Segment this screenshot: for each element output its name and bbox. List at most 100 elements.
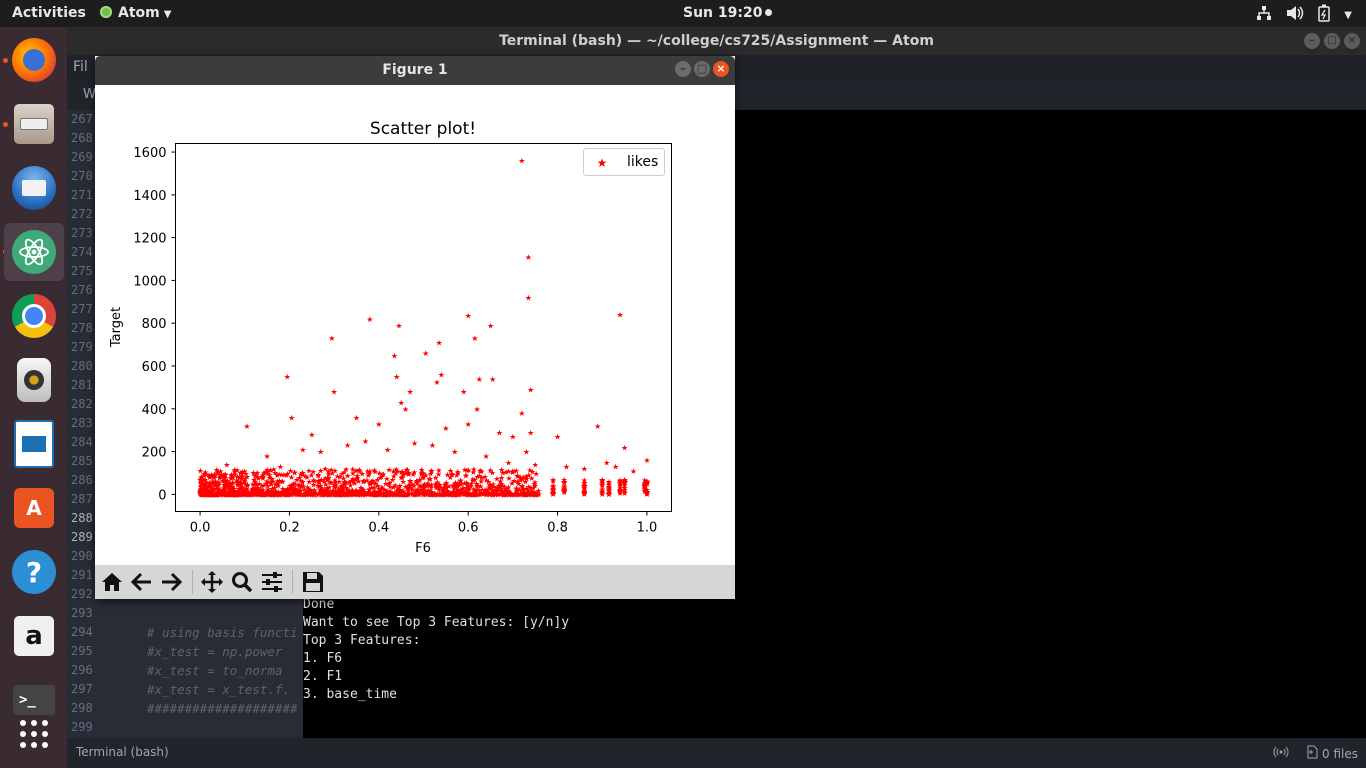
dense-point: ★ <box>494 486 501 495</box>
dense-point: ★ <box>352 490 359 499</box>
dense-point: ★ <box>389 490 396 499</box>
dense-point: ★ <box>383 474 390 483</box>
zoom-icon[interactable] <box>228 568 256 596</box>
dense-point: ★ <box>493 490 500 499</box>
dense-point: ★ <box>263 479 270 488</box>
dense-point: ★ <box>432 490 439 499</box>
dense-point: ★ <box>414 479 421 488</box>
dense-point: ★ <box>320 490 327 499</box>
close-icon[interactable]: × <box>1344 33 1360 49</box>
dense-point: ★ <box>511 490 518 499</box>
dense-point: ★ <box>641 482 648 491</box>
clock[interactable]: Sun 19:20 <box>683 5 773 21</box>
dense-point: ★ <box>549 486 556 495</box>
dock-files[interactable] <box>4 95 64 153</box>
maximize-icon[interactable]: □ <box>1324 33 1340 49</box>
dense-point: ★ <box>331 478 338 487</box>
back-arrow-icon[interactable] <box>128 568 156 596</box>
dock-thunderbird[interactable] <box>4 159 64 217</box>
dense-point: ★ <box>229 485 236 494</box>
home-icon[interactable] <box>98 568 126 596</box>
dense-point: ★ <box>320 477 327 486</box>
dock-show-apps[interactable] <box>4 707 64 765</box>
dense-point: ★ <box>298 471 305 480</box>
dense-point: ★ <box>439 490 446 499</box>
dense-point: ★ <box>201 484 208 493</box>
dense-point: ★ <box>380 490 387 499</box>
dense-point: ★ <box>306 490 313 499</box>
line-number: 288 <box>71 511 93 525</box>
data-point: ★ <box>617 311 624 320</box>
dense-point: ★ <box>387 488 394 497</box>
dense-point: ★ <box>339 469 346 478</box>
data-point: ★ <box>436 338 443 347</box>
data-point: ★ <box>554 433 561 442</box>
y-tick-label: 1200 <box>133 232 166 247</box>
dense-point: ★ <box>621 476 628 485</box>
running-indicator <box>3 58 8 63</box>
dock-firefox[interactable] <box>4 31 64 89</box>
dense-point: ★ <box>373 490 380 499</box>
app-menu[interactable]: Atom ▼ <box>100 5 171 21</box>
dense-point: ★ <box>469 490 476 499</box>
gnome-top-bar: Activities Atom ▼ Sun 19:20 ▼ <box>0 0 1366 27</box>
dense-point: ★ <box>401 490 408 499</box>
git-files[interactable]: 0 files <box>1307 745 1358 762</box>
minimize-icon[interactable]: – <box>675 61 691 77</box>
dense-point: ★ <box>480 489 487 498</box>
forward-arrow-icon[interactable] <box>157 568 185 596</box>
dense-point: ★ <box>641 484 648 493</box>
dense-point: ★ <box>440 490 447 499</box>
dense-point: ★ <box>199 490 206 499</box>
dense-point: ★ <box>420 490 427 499</box>
dense-point: ★ <box>219 488 226 497</box>
dense-point: ★ <box>406 481 413 490</box>
dense-point: ★ <box>308 490 315 499</box>
dense-point: ★ <box>325 467 332 476</box>
dense-point: ★ <box>375 485 382 494</box>
dense-point: ★ <box>235 480 242 489</box>
menu-file[interactable]: Fil <box>73 59 88 75</box>
dense-point: ★ <box>394 484 401 493</box>
dense-point: ★ <box>549 490 556 499</box>
broadcast-icon[interactable] <box>1273 745 1289 762</box>
dense-point: ★ <box>276 470 283 479</box>
dock-atom[interactable] <box>4 223 64 281</box>
activities-button[interactable]: Activities <box>12 5 86 21</box>
dense-point: ★ <box>445 488 452 497</box>
dense-point: ★ <box>254 468 261 477</box>
dense-point: ★ <box>287 466 294 475</box>
save-icon[interactable] <box>299 568 327 596</box>
dense-point: ★ <box>428 483 435 492</box>
close-icon[interactable]: × <box>713 61 729 77</box>
system-tray[interactable]: ▼ <box>1256 4 1352 26</box>
dense-point: ★ <box>464 480 471 489</box>
dense-point: ★ <box>285 490 292 499</box>
configure-subplots-icon[interactable] <box>258 568 286 596</box>
maximize-icon[interactable]: □ <box>694 61 710 77</box>
minimize-icon[interactable]: – <box>1304 33 1320 49</box>
code-editor[interactable]: # using basis functi #x_test = np.power #x… <box>103 110 303 738</box>
dock-terminal[interactable]: >_ <box>4 671 64 729</box>
dense-point: ★ <box>346 490 353 499</box>
dense-point: ★ <box>276 490 283 499</box>
dock-amazon[interactable]: a <box>4 607 64 665</box>
dock-impress[interactable] <box>4 415 64 473</box>
dock-rhythmbox[interactable] <box>4 351 64 409</box>
dense-point: ★ <box>599 485 606 494</box>
dense-point: ★ <box>289 484 296 493</box>
status-terminal-label[interactable]: Terminal (bash) <box>76 745 169 759</box>
dense-point: ★ <box>300 490 307 499</box>
dense-point: ★ <box>255 488 262 497</box>
dock-chrome[interactable] <box>4 287 64 345</box>
data-point: ★ <box>527 386 534 395</box>
dense-point: ★ <box>561 476 568 485</box>
dock-software[interactable]: A <box>4 479 64 537</box>
dense-point: ★ <box>268 474 275 483</box>
editor-tab[interactable]: W <box>83 87 96 102</box>
dock-help[interactable]: ? <box>4 543 64 601</box>
dense-point: ★ <box>339 490 346 499</box>
dense-point: ★ <box>311 490 318 499</box>
pan-icon[interactable] <box>198 568 226 596</box>
dense-point: ★ <box>366 485 373 494</box>
